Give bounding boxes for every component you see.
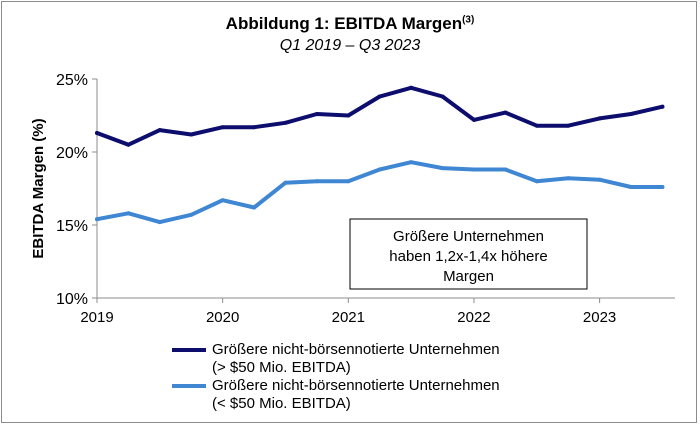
series-2-point [629, 185, 633, 189]
series-1-point [252, 125, 257, 130]
series-1-point [346, 113, 351, 118]
y-tick-label: 10% [56, 291, 88, 308]
y-axis-label: EBITDA Margen (%) [30, 118, 47, 258]
series-2-point [220, 198, 225, 203]
series-1-point [95, 131, 99, 135]
legend-label: Größere nicht-börsennotierte Unternehmen… [212, 377, 500, 413]
series-2-point [566, 176, 571, 181]
y-tick-label: 15% [56, 218, 88, 235]
series-2-point [660, 185, 665, 189]
legend-label-line: (> $50 Mio. EBITDA) [212, 359, 351, 376]
x-tick-label: 2019 [80, 309, 113, 326]
series-1-point [566, 123, 571, 128]
chart-title: Abbildung 1: EBITDA Margen(3) [225, 14, 475, 33]
series-2-point [95, 217, 99, 222]
series-1-point [472, 117, 476, 122]
series-1-point [409, 85, 414, 90]
series-1-point [660, 104, 665, 109]
series-2-point [377, 167, 382, 172]
series-1-point [314, 112, 319, 116]
legend-item-2: Größere nicht-börsennotierte Unternehmen… [172, 377, 500, 413]
series-2-point [440, 166, 445, 171]
legend-label-line: Größere nicht-börsennotierte Unternehmen [212, 341, 500, 358]
x-tick-label: 2021 [332, 309, 365, 326]
legend-label: Größere nicht-börsennotierte Unternehmen… [212, 341, 500, 377]
series-1-point [157, 128, 162, 133]
x-tick-label: 2020 [206, 309, 239, 326]
series-2-point [409, 160, 414, 165]
title-footnote: (3) [462, 14, 475, 26]
annotation-line: Größere Unternehmen [393, 228, 544, 245]
series-2-point [126, 211, 131, 216]
series-2-point [534, 179, 539, 184]
chart-subtitle: Q1 2019 – Q3 2023 [279, 37, 421, 54]
series-2-point [189, 212, 194, 217]
legend-swatch [172, 348, 206, 352]
series-2-point [314, 179, 319, 184]
series-1-point [189, 132, 194, 137]
series-1-point [126, 142, 131, 147]
annotation-box [349, 218, 588, 290]
series-2-point [597, 177, 602, 182]
series-1-point [220, 125, 225, 130]
series-2-point [157, 220, 162, 225]
x-tick-label: 2022 [457, 309, 490, 326]
chart-legend: Größere nicht-börsennotierte Unternehmen… [172, 341, 500, 413]
series-1-point [629, 112, 633, 116]
legend-label-line: (< $50 Mio. EBITDA) [212, 395, 351, 412]
legend-label-line: Größere nicht-börsennotierte Unternehmen [212, 377, 500, 394]
y-tick-label: 20% [56, 145, 88, 162]
series-2-point [252, 205, 257, 210]
legend-item-1: Größere nicht-börsennotierte Unternehmen… [172, 341, 500, 377]
legend-swatch [172, 384, 206, 388]
y-tick-label: 25% [56, 72, 88, 89]
series-2-point [472, 167, 476, 172]
annotation-line: Margen [443, 268, 494, 285]
series-1-point [503, 110, 508, 115]
x-tick-label: 2023 [583, 309, 616, 326]
series-1-point [377, 94, 382, 99]
series-1-point [534, 123, 539, 128]
series-1-point [283, 120, 288, 125]
series-1-point [597, 116, 602, 121]
series-2-point [346, 179, 351, 184]
annotation-line: haben 1,2x-1,4x höhere [389, 248, 547, 265]
series-1-point [440, 94, 445, 99]
series-2-point [503, 167, 508, 172]
series-2-point [283, 180, 288, 185]
